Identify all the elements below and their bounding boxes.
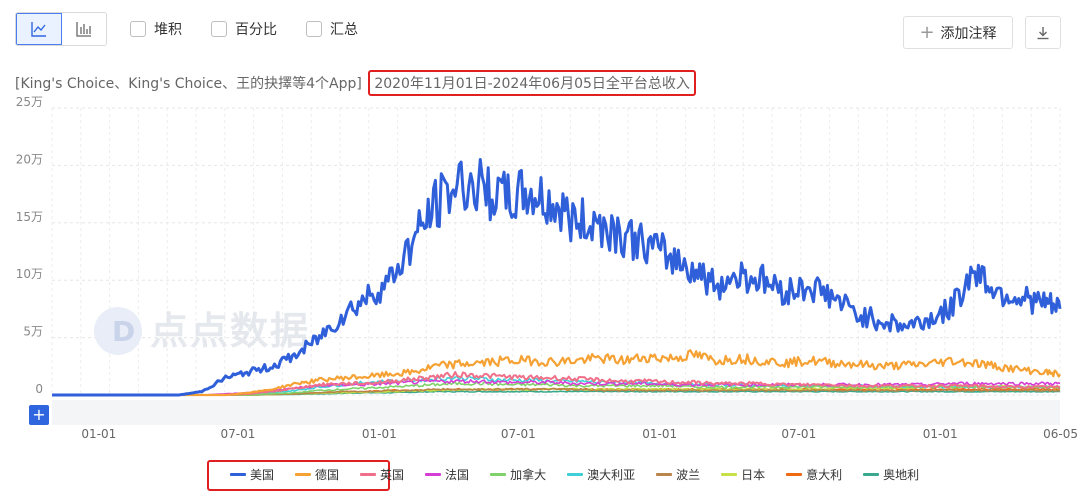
legend-label: 英国 [380,468,405,482]
legend-swatch [786,473,803,476]
download-button[interactable] [1025,16,1061,49]
x-tick-label: 01-01 [642,427,677,440]
toolbar: 堆积 百分比 汇总 + 添加注释 [0,0,1080,60]
app-list-label: [King's Choice、King's Choice、王的抉擇等4个App] [15,76,362,92]
bar-view-button[interactable] [62,13,106,45]
plus-icon: + [919,21,935,43]
date-range-label: 2020年11月01日-2024年06月05日全平台总收入 [368,70,696,96]
view-toggle [15,12,107,46]
chart-subtitle: [King's Choice、King's Choice、王的抉擇等4个App]… [15,70,696,96]
legend-item[interactable]: 澳大利亚 [567,466,635,483]
watermark: D 点点数据 [94,307,310,355]
legend-swatch [567,473,584,476]
line-chart-icon [31,22,46,37]
legend-label: 美国 [250,468,275,482]
checkbox-box [130,21,146,37]
brush-track [52,400,1060,425]
legend-label: 法国 [445,468,470,482]
checkbox-box [211,21,227,37]
y-tick-label: 25万 [16,95,43,109]
y-tick-label: 10万 [16,267,43,281]
add-note-button[interactable]: + 添加注释 [903,16,1013,49]
y-tick-label: 20万 [16,152,43,166]
diandian-data-logo [94,307,142,355]
x-tick-label: 01-01 [362,427,397,440]
legend-item[interactable]: 英国 [360,466,404,483]
stacked-checkbox[interactable]: 堆积 [130,19,182,39]
legend-item[interactable]: 法国 [425,466,469,483]
series-line [52,349,1061,397]
legend-swatch [425,473,442,476]
legend-item[interactable]: 日本 [721,466,765,483]
legend-highlight-box [207,460,390,491]
legend-item[interactable]: 奥地利 [863,466,919,483]
x-tick-label: 01-01 [923,427,958,440]
legend-swatch [863,473,880,476]
legend-swatch [490,473,507,476]
legend-swatch [721,473,738,476]
legend-item[interactable]: 加拿大 [490,466,546,483]
legend-swatch [295,473,312,476]
legend-item[interactable]: 意大利 [786,466,842,483]
add-note-label: 添加注释 [940,25,997,42]
series-line [52,381,1061,396]
series-line [52,371,1060,396]
legend-swatch [360,473,377,476]
x-tick-label: 07-01 [501,427,536,440]
x-tick-label: 06-05 [1043,427,1078,440]
legend-label: 日本 [741,468,766,482]
y-tick-label: 15万 [16,210,43,224]
grid-layer [51,107,1061,396]
legend-label: 加拿大 [510,468,547,482]
legend-label: 澳大利亚 [587,468,636,482]
add-range-button[interactable]: + [29,405,49,425]
legend-item[interactable]: 德国 [295,466,339,483]
diandian-data-logo-mark: D [112,315,135,348]
x-tick-label: 01-01 [81,427,116,440]
legend-label: 德国 [315,468,340,482]
range-brush[interactable] [52,400,1060,425]
y-tick-label: 0 [35,382,43,396]
download-icon [1037,26,1049,39]
revenue-line-chart: D 点点数据 0 5万 10万 15万 20万 25万 01-01 07-01 01-01 07… [16,95,1078,440]
plus-icon: + [32,405,46,424]
x-axis: 01-01 07-01 01-01 07-01 01-01 07-01 01-01 06-05 [81,427,1078,440]
legend-swatch [230,473,246,476]
series-line [52,158,1062,397]
bar-chart-icon [76,22,91,37]
legend-swatch [656,473,673,476]
stacked-label: 堆积 [154,22,182,38]
legend-item[interactable]: 美国 [230,466,274,483]
summary-label: 汇总 [330,22,358,38]
legend-label: 意大利 [806,468,843,482]
summary-checkbox[interactable]: 汇总 [306,19,358,39]
legend: 美国 德国 英国 法国 加拿大 澳大利亚 波兰 日本 意大利 奥地利 [230,466,940,483]
y-axis: 0 5万 10万 15万 20万 25万 [16,95,43,396]
legend-label: 波兰 [676,468,701,482]
x-tick-label: 07-01 [781,427,816,440]
percent-label: 百分比 [235,22,277,38]
checkbox-box [306,21,322,37]
series-layer [52,158,1062,397]
legend-item[interactable]: 波兰 [656,466,700,483]
x-tick-label: 07-01 [220,427,255,440]
percent-checkbox[interactable]: 百分比 [211,19,277,39]
legend-label: 奥地利 [883,468,920,482]
line-view-button[interactable] [16,13,62,45]
watermark-text: 点点数据 [150,309,310,353]
y-tick-label: 5万 [23,325,43,339]
